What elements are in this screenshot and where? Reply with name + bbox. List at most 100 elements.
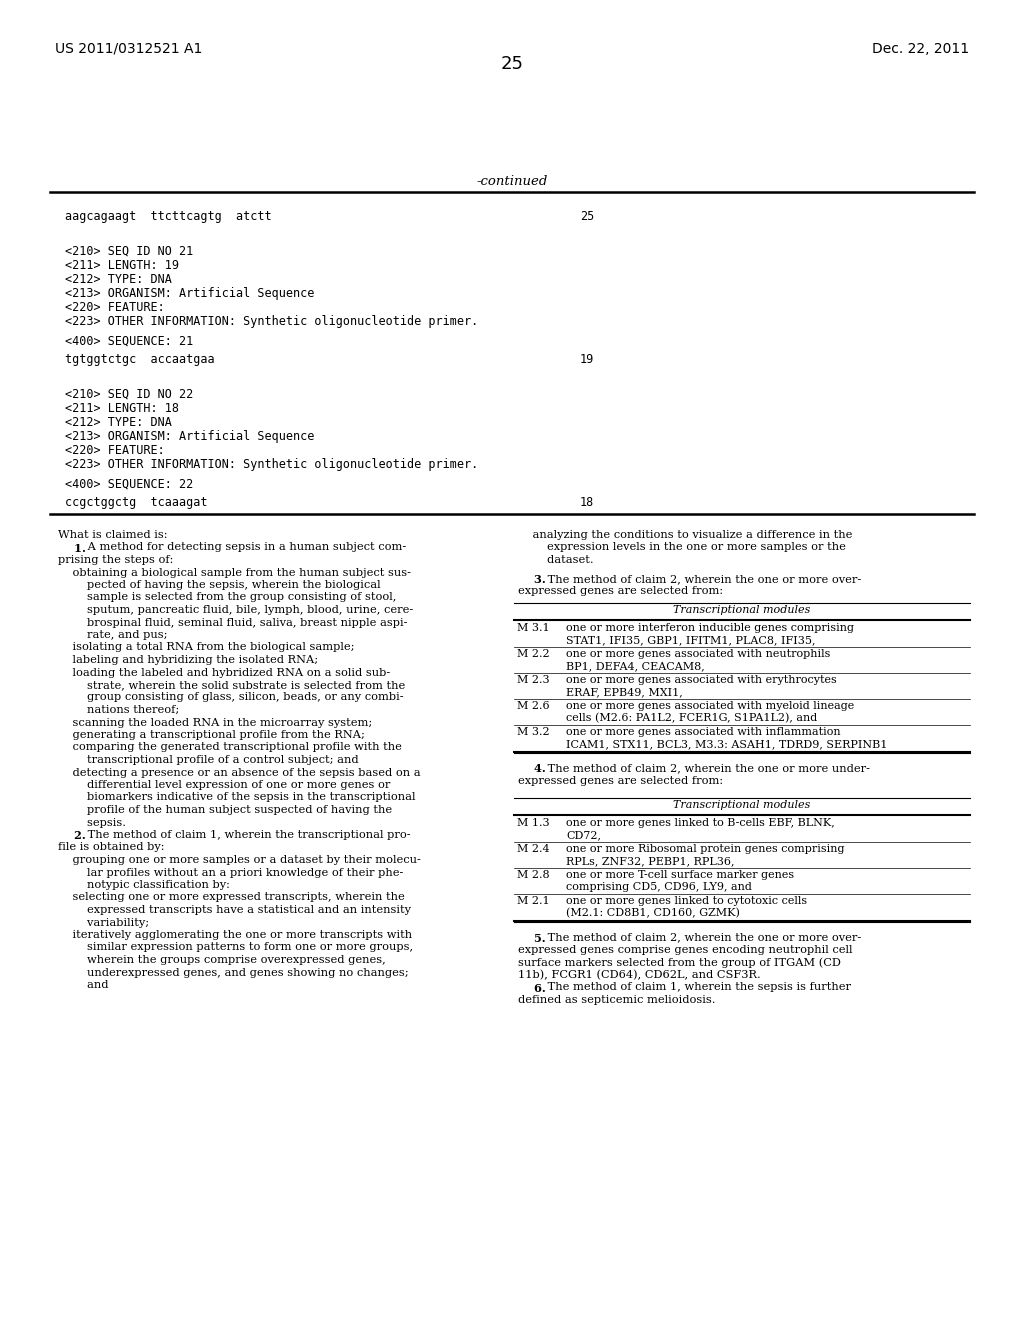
Text: comprising CD5, CD96, LY9, and: comprising CD5, CD96, LY9, and <box>566 882 752 892</box>
Text: group consisting of glass, silicon, beads, or any combi-: group consisting of glass, silicon, bead… <box>58 693 403 702</box>
Text: <400> SEQUENCE: 21: <400> SEQUENCE: 21 <box>65 335 194 348</box>
Text: one or more T-cell surface marker genes: one or more T-cell surface marker genes <box>566 870 795 880</box>
Text: STAT1, IFI35, GBP1, IFITM1, PLAC8, IFI35,: STAT1, IFI35, GBP1, IFITM1, PLAC8, IFI35… <box>566 635 815 644</box>
Text: sepsis.: sepsis. <box>58 817 126 828</box>
Text: isolating a total RNA from the biological sample;: isolating a total RNA from the biologica… <box>58 643 354 652</box>
Text: <223> OTHER INFORMATION: Synthetic oligonucleotide primer.: <223> OTHER INFORMATION: Synthetic oligo… <box>65 458 478 471</box>
Text: scanning the loaded RNA in the microarray system;: scanning the loaded RNA in the microarra… <box>58 718 373 727</box>
Text: labeling and hybridizing the isolated RNA;: labeling and hybridizing the isolated RN… <box>58 655 318 665</box>
Text: ccgctggctg  tcaaagat: ccgctggctg tcaaagat <box>65 496 208 510</box>
Text: 25: 25 <box>580 210 594 223</box>
Text: one or more Ribosomal protein genes comprising: one or more Ribosomal protein genes comp… <box>566 845 845 854</box>
Text: loading the labeled and hybridized RNA on a solid sub-: loading the labeled and hybridized RNA o… <box>58 668 390 677</box>
Text: M 2.6: M 2.6 <box>517 701 550 710</box>
Text: iteratively agglomerating the one or more transcripts with: iteratively agglomerating the one or mor… <box>58 931 412 940</box>
Text: 19: 19 <box>580 352 594 366</box>
Text: pected of having the sepsis, wherein the biological: pected of having the sepsis, wherein the… <box>58 579 381 590</box>
Text: file is obtained by:: file is obtained by: <box>58 842 165 853</box>
Text: M 2.4: M 2.4 <box>517 845 550 854</box>
Text: variability;: variability; <box>58 917 150 928</box>
Text: The method of claim 2, wherein the one or more under-: The method of claim 2, wherein the one o… <box>544 763 869 774</box>
Text: 3.: 3. <box>518 574 546 585</box>
Text: one or more interferon inducible genes comprising: one or more interferon inducible genes c… <box>566 623 854 632</box>
Text: expressed transcripts have a statistical and an intensity: expressed transcripts have a statistical… <box>58 906 411 915</box>
Text: analyzing the conditions to visualize a difference in the: analyzing the conditions to visualize a … <box>518 531 852 540</box>
Text: Transcriptional modules: Transcriptional modules <box>674 800 811 810</box>
Text: M 2.1: M 2.1 <box>517 896 550 907</box>
Text: transcriptional profile of a control subject; and: transcriptional profile of a control sub… <box>58 755 358 766</box>
Text: <220> FEATURE:: <220> FEATURE: <box>65 444 165 457</box>
Text: and: and <box>58 979 109 990</box>
Text: 11b), FCGR1 (CD64), CD62L, and CSF3R.: 11b), FCGR1 (CD64), CD62L, and CSF3R. <box>518 970 761 981</box>
Text: M 1.3: M 1.3 <box>517 818 550 828</box>
Text: BP1, DEFA4, CEACAM8,: BP1, DEFA4, CEACAM8, <box>566 661 705 671</box>
Text: expressed genes comprise genes encoding neutrophil cell: expressed genes comprise genes encoding … <box>518 945 853 954</box>
Text: rate, and pus;: rate, and pus; <box>58 630 168 640</box>
Text: strate, wherein the solid substrate is selected from the: strate, wherein the solid substrate is s… <box>58 680 406 690</box>
Text: similar expression patterns to form one or more groups,: similar expression patterns to form one … <box>58 942 413 953</box>
Text: sputum, pancreatic fluid, bile, lymph, blood, urine, cere-: sputum, pancreatic fluid, bile, lymph, b… <box>58 605 414 615</box>
Text: (M2.1: CD8B1, CD160, GZMK): (M2.1: CD8B1, CD160, GZMK) <box>566 908 740 919</box>
Text: ICAM1, STX11, BCL3, M3.3: ASAH1, TDRD9, SERPINB1: ICAM1, STX11, BCL3, M3.3: ASAH1, TDRD9, … <box>566 739 888 748</box>
Text: surface markers selected from the group of ITGAM (CD: surface markers selected from the group … <box>518 957 841 968</box>
Text: 5.: 5. <box>518 932 546 944</box>
Text: 4.: 4. <box>518 763 546 774</box>
Text: defined as septicemic melioidosis.: defined as septicemic melioidosis. <box>518 995 716 1005</box>
Text: M 3.1: M 3.1 <box>517 623 550 632</box>
Text: sample is selected from the group consisting of stool,: sample is selected from the group consis… <box>58 593 396 602</box>
Text: 1.: 1. <box>58 543 86 553</box>
Text: nations thereof;: nations thereof; <box>58 705 179 715</box>
Text: Dec. 22, 2011: Dec. 22, 2011 <box>871 42 969 55</box>
Text: <213> ORGANISM: Artificial Sequence: <213> ORGANISM: Artificial Sequence <box>65 286 314 300</box>
Text: expression levels in the one or more samples or the: expression levels in the one or more sam… <box>518 543 846 553</box>
Text: The method of claim 1, wherein the sepsis is further: The method of claim 1, wherein the sepsi… <box>544 982 851 993</box>
Text: brospinal fluid, seminal fluid, saliva, breast nipple aspi-: brospinal fluid, seminal fluid, saliva, … <box>58 618 408 627</box>
Text: one or more genes linked to B-cells EBF, BLNK,: one or more genes linked to B-cells EBF,… <box>566 818 835 828</box>
Text: detecting a presence or an absence of the sepsis based on a: detecting a presence or an absence of th… <box>58 767 421 777</box>
Text: <210> SEQ ID NO 21: <210> SEQ ID NO 21 <box>65 246 194 257</box>
Text: CD72,: CD72, <box>566 830 601 841</box>
Text: What is claimed is:: What is claimed is: <box>58 531 168 540</box>
Text: differential level expression of one or more genes or: differential level expression of one or … <box>58 780 390 789</box>
Text: obtaining a biological sample from the human subject sus-: obtaining a biological sample from the h… <box>58 568 411 578</box>
Text: underexpressed genes, and genes showing no changes;: underexpressed genes, and genes showing … <box>58 968 409 978</box>
Text: one or more genes associated with erythrocytes: one or more genes associated with erythr… <box>566 675 837 685</box>
Text: one or more genes associated with inflammation: one or more genes associated with inflam… <box>566 727 841 737</box>
Text: M 2.2: M 2.2 <box>517 648 550 659</box>
Text: profile of the human subject suspected of having the: profile of the human subject suspected o… <box>58 805 392 814</box>
Text: generating a transcriptional profile from the RNA;: generating a transcriptional profile fro… <box>58 730 365 741</box>
Text: expressed genes are selected from:: expressed genes are selected from: <box>518 586 723 597</box>
Text: comparing the generated transcriptional profile with the: comparing the generated transcriptional … <box>58 742 401 752</box>
Text: cells (M2.6: PA1L2, FCER1G, S1PA1L2), and: cells (M2.6: PA1L2, FCER1G, S1PA1L2), an… <box>566 713 817 723</box>
Text: one or more genes associated with neutrophils: one or more genes associated with neutro… <box>566 648 830 659</box>
Text: 6.: 6. <box>518 982 546 994</box>
Text: dataset.: dataset. <box>518 554 594 565</box>
Text: M 2.8: M 2.8 <box>517 870 550 880</box>
Text: <223> OTHER INFORMATION: Synthetic oligonucleotide primer.: <223> OTHER INFORMATION: Synthetic oligo… <box>65 315 478 327</box>
Text: -continued: -continued <box>476 176 548 187</box>
Text: expressed genes are selected from:: expressed genes are selected from: <box>518 776 723 785</box>
Text: M 2.3: M 2.3 <box>517 675 550 685</box>
Text: US 2011/0312521 A1: US 2011/0312521 A1 <box>55 42 203 55</box>
Text: ERAF, EPB49, MXI1,: ERAF, EPB49, MXI1, <box>566 686 683 697</box>
Text: <211> LENGTH: 19: <211> LENGTH: 19 <box>65 259 179 272</box>
Text: The method of claim 2, wherein the one or more over-: The method of claim 2, wherein the one o… <box>544 932 861 942</box>
Text: <400> SEQUENCE: 22: <400> SEQUENCE: 22 <box>65 478 194 491</box>
Text: wherein the groups comprise overexpressed genes,: wherein the groups comprise overexpresse… <box>58 954 386 965</box>
Text: notypic classification by:: notypic classification by: <box>58 880 229 890</box>
Text: <211> LENGTH: 18: <211> LENGTH: 18 <box>65 403 179 414</box>
Text: grouping one or more samples or a dataset by their molecu-: grouping one or more samples or a datase… <box>58 855 421 865</box>
Text: 2.: 2. <box>58 830 86 841</box>
Text: lar profiles without an a priori knowledge of their phe-: lar profiles without an a priori knowled… <box>58 867 403 878</box>
Text: <210> SEQ ID NO 22: <210> SEQ ID NO 22 <box>65 388 194 401</box>
Text: Transcriptional modules: Transcriptional modules <box>674 605 811 615</box>
Text: A method for detecting sepsis in a human subject com-: A method for detecting sepsis in a human… <box>84 543 406 553</box>
Text: aagcagaagt  ttcttcagtg  atctt: aagcagaagt ttcttcagtg atctt <box>65 210 271 223</box>
Text: selecting one or more expressed transcripts, wherein the: selecting one or more expressed transcri… <box>58 892 404 903</box>
Text: The method of claim 2, wherein the one or more over-: The method of claim 2, wherein the one o… <box>544 574 861 583</box>
Text: RPLs, ZNF32, PEBP1, RPL36,: RPLs, ZNF32, PEBP1, RPL36, <box>566 857 734 866</box>
Text: <213> ORGANISM: Artificial Sequence: <213> ORGANISM: Artificial Sequence <box>65 430 314 444</box>
Text: prising the steps of:: prising the steps of: <box>58 554 173 565</box>
Text: one or more genes linked to cytotoxic cells: one or more genes linked to cytotoxic ce… <box>566 896 807 907</box>
Text: biomarkers indicative of the sepsis in the transcriptional: biomarkers indicative of the sepsis in t… <box>58 792 416 803</box>
